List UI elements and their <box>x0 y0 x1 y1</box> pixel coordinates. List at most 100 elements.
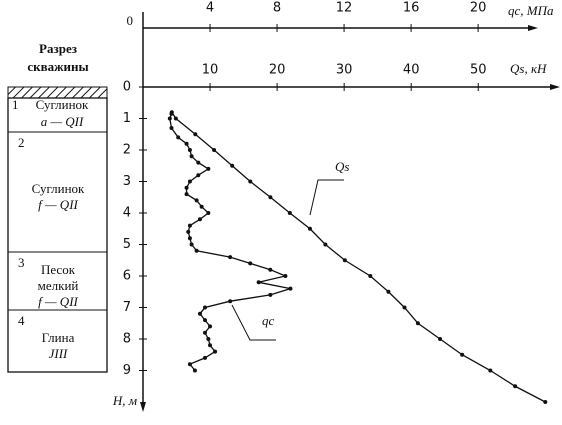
point <box>184 185 189 190</box>
point <box>256 280 261 285</box>
point <box>268 267 273 272</box>
x-tick-label: 16 <box>403 1 420 16</box>
point <box>169 125 174 130</box>
point <box>212 148 217 152</box>
layer-text: Глина <box>42 330 75 345</box>
point <box>307 226 312 231</box>
qs-arrow <box>550 84 560 90</box>
layer-text: f — QII <box>38 197 78 212</box>
y-axis-title: H, м <box>112 393 137 408</box>
point <box>186 229 191 234</box>
curve-label: Qs <box>335 159 349 174</box>
point <box>176 135 181 140</box>
y-tick-label: 6 <box>123 269 131 284</box>
point <box>197 217 202 222</box>
point <box>167 116 172 121</box>
point <box>194 248 199 253</box>
y-tick-label: 2 <box>123 143 131 158</box>
layer-number: 2 <box>18 135 25 150</box>
point <box>187 179 192 184</box>
x2-tick-label: 30 <box>336 63 353 78</box>
x2-tick-label: 20 <box>269 63 286 78</box>
x-axis-title: qc, МПа <box>508 3 554 18</box>
y-tick-label: 5 <box>123 237 131 252</box>
curve <box>171 111 546 403</box>
point <box>173 116 178 121</box>
point <box>208 343 213 348</box>
point <box>184 141 189 146</box>
point <box>194 198 199 203</box>
x-tick-label: 0 <box>127 13 134 28</box>
point <box>202 318 207 323</box>
point <box>386 289 391 294</box>
point <box>196 160 201 165</box>
point <box>283 274 288 278</box>
y-tick-label: 1 <box>123 111 131 126</box>
point <box>187 148 192 152</box>
x2-axis-title: Qs, кН <box>510 61 547 76</box>
point <box>169 110 174 115</box>
point <box>513 384 518 389</box>
point <box>415 321 420 326</box>
point <box>206 211 211 215</box>
curve <box>169 113 291 371</box>
point <box>192 368 197 373</box>
point <box>206 337 211 341</box>
layer-text: Суглинок <box>36 97 89 112</box>
point <box>202 305 207 310</box>
point <box>288 286 293 291</box>
point <box>202 330 207 335</box>
point <box>228 299 233 304</box>
leader-line <box>309 179 344 216</box>
point <box>543 400 548 404</box>
x-tick-label: 4 <box>206 1 214 16</box>
x2-tick-label: 40 <box>403 63 420 78</box>
layer-number: 4 <box>18 313 25 328</box>
point <box>323 242 328 247</box>
point <box>187 362 192 367</box>
point <box>187 236 192 241</box>
point <box>248 179 253 184</box>
x-tick-label: 20 <box>470 1 487 16</box>
layer-text: мелкий <box>38 278 79 293</box>
point <box>197 311 202 316</box>
point <box>268 292 273 297</box>
point <box>193 132 198 137</box>
y-tick-label: 4 <box>123 206 131 221</box>
curve-label: qc <box>262 313 275 328</box>
point <box>488 368 493 373</box>
strata-title: Разрез <box>39 41 77 56</box>
point <box>196 173 201 178</box>
point <box>206 166 211 171</box>
point <box>402 305 407 310</box>
y-arrow <box>140 402 146 412</box>
point <box>287 211 292 215</box>
point <box>187 223 192 228</box>
layer-text: Песок <box>41 262 76 277</box>
leader-line <box>231 304 276 341</box>
y-tick-label: 0 <box>123 80 131 95</box>
layer-text: a — QII <box>41 114 84 129</box>
strata-column: Разрез скважины <box>7 41 108 373</box>
point <box>248 261 253 266</box>
point <box>268 195 273 200</box>
point <box>230 163 235 168</box>
y-tick-label: 3 <box>123 174 131 189</box>
x-tick-label: 12 <box>336 1 353 16</box>
point <box>213 349 218 354</box>
layer-text: f — QII <box>38 294 78 309</box>
layer-text: JIII <box>49 346 68 361</box>
qc-arrow <box>528 25 538 31</box>
point <box>228 255 233 260</box>
point <box>342 258 347 263</box>
layer-number: 3 <box>18 255 25 270</box>
y-tick-label: 7 <box>123 300 131 315</box>
point <box>199 204 204 209</box>
point <box>189 242 194 247</box>
point <box>189 154 194 159</box>
y-tick-label: 8 <box>123 332 131 347</box>
point <box>208 324 213 329</box>
x2-tick-label: 50 <box>470 63 487 78</box>
strata-box <box>7 97 108 373</box>
